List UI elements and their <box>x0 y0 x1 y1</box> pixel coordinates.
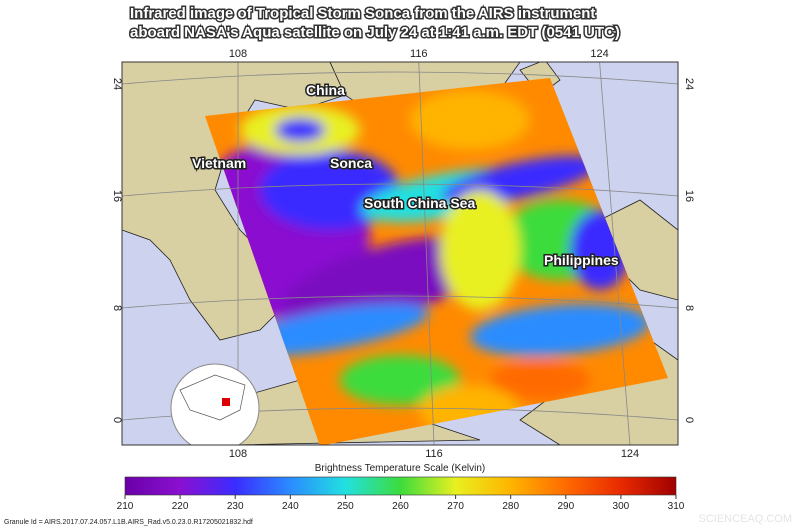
lat-tick-label: 16 <box>111 190 123 202</box>
longitude-line <box>599 62 631 445</box>
map-label: Vietnam <box>192 155 246 171</box>
colorbar-tick-label: 270 <box>447 501 464 512</box>
lat-tick-label: 16 <box>683 190 695 202</box>
lon-tick-label: 116 <box>425 448 443 460</box>
colorbar <box>124 476 677 496</box>
lat-tick-label: 8 <box>111 305 123 311</box>
colorbar-tick-label: 300 <box>613 501 630 512</box>
map <box>122 62 678 445</box>
lat-tick-label: 8 <box>683 305 695 311</box>
colorbar-tick-label: 220 <box>172 501 189 512</box>
latitude-line <box>122 295 678 309</box>
colorbar-tick-label: 290 <box>557 501 574 512</box>
lat-tick-label: 0 <box>683 417 695 423</box>
longitude-line <box>418 62 435 445</box>
lon-tick-label: 124 <box>621 448 639 460</box>
lon-tick-label: 108 <box>229 448 247 460</box>
colorbar-tick-label: 240 <box>282 501 299 512</box>
lon-tick-label: 108 <box>229 48 247 60</box>
map-label: Sonca <box>330 155 372 171</box>
map-label: Philippines <box>544 252 619 268</box>
colorbar-tick-label: 250 <box>337 501 354 512</box>
colorbar-tick-label: 210 <box>117 501 134 512</box>
title-line-2: aboard NASA's Aqua satellite on July 24 … <box>130 24 620 41</box>
lat-tick-label: 0 <box>111 417 123 423</box>
map-frame <box>121 61 679 446</box>
inset-globe <box>170 363 260 445</box>
colorbar-tick-label: 280 <box>502 501 519 512</box>
map-label: China <box>306 82 345 98</box>
watermark: SCIENCEAQ.COM <box>698 513 792 525</box>
latitude-line <box>122 71 678 85</box>
lon-tick-label: 124 <box>590 48 608 60</box>
lat-tick-label: 24 <box>683 78 695 90</box>
colorbar-tick-label: 310 <box>668 501 685 512</box>
colorbar-tick-label: 230 <box>227 501 244 512</box>
colorbar-title: Brightness Temperature Scale (Kelvin) <box>315 463 485 474</box>
lat-tick-label: 24 <box>111 78 123 90</box>
latitude-line <box>122 183 678 197</box>
granule-id: Granule Id = AIRS.2017.07.24.057.L1B.AIR… <box>4 519 253 526</box>
colorbar-tick-label: 260 <box>392 501 409 512</box>
lon-tick-label: 116 <box>410 48 428 60</box>
title-line-1: Infrared image of Tropical Storm Sonca f… <box>130 5 595 22</box>
map-label: South China Sea <box>364 195 475 211</box>
